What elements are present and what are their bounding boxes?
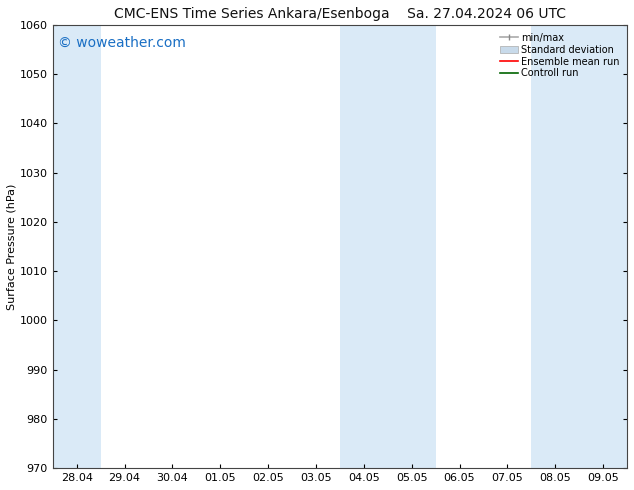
- Y-axis label: Surface Pressure (hPa): Surface Pressure (hPa): [7, 183, 17, 310]
- Bar: [340, 25, 436, 468]
- Bar: [53, 25, 101, 468]
- Title: CMC-ENS Time Series Ankara/Esenboga    Sa. 27.04.2024 06 UTC: CMC-ENS Time Series Ankara/Esenboga Sa. …: [114, 7, 566, 21]
- Legend: min/max, Standard deviation, Ensemble mean run, Controll run: min/max, Standard deviation, Ensemble me…: [498, 30, 622, 81]
- Bar: [531, 25, 627, 468]
- Text: © woweather.com: © woweather.com: [58, 36, 186, 50]
